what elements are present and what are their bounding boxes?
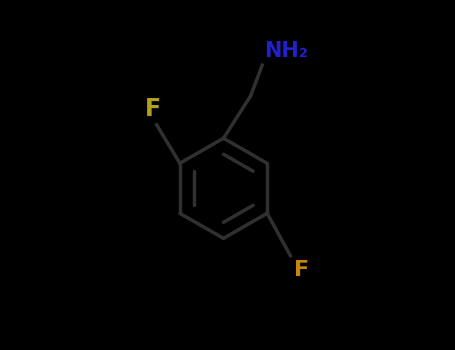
Text: NH₂: NH₂ [264, 41, 308, 61]
Text: F: F [294, 260, 309, 280]
Text: F: F [145, 97, 161, 121]
